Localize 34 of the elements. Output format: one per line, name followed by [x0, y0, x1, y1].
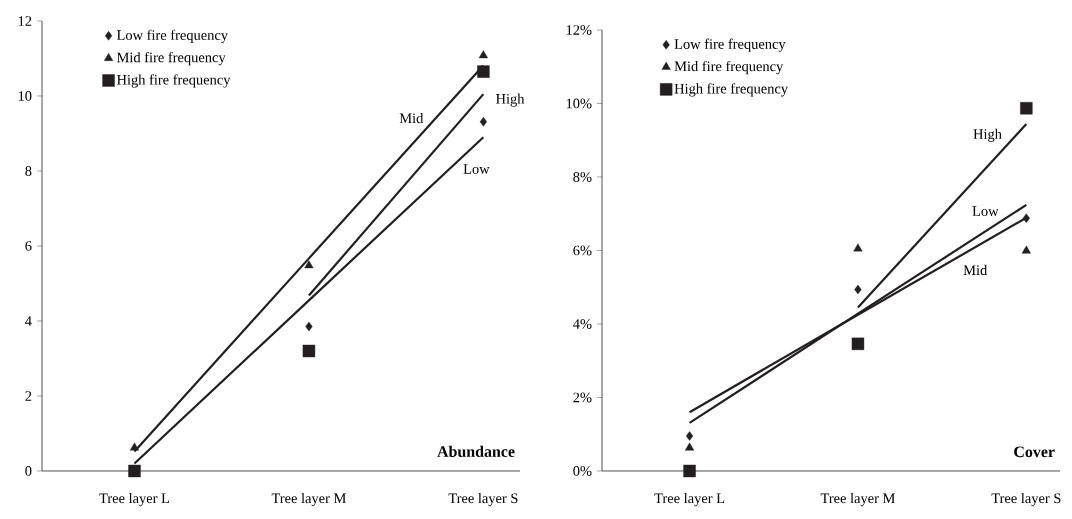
y-tick-label: 8%: [573, 172, 592, 182]
y-tick-label: 0%: [573, 466, 592, 476]
series-label: Mid: [963, 264, 988, 276]
y-tick-label: 6: [25, 241, 32, 251]
legend-label: Low fire frequency: [674, 38, 786, 52]
legend-label: High fire frequency: [116, 74, 231, 88]
series-label: High: [973, 128, 1002, 142]
x-tick-label: Tree layer S: [991, 492, 1061, 507]
y-tick-label: 4: [25, 316, 32, 326]
text: Cover: [1014, 446, 1055, 458]
y-tick-label: 10%: [566, 98, 592, 109]
y-tick-label: 6%: [573, 245, 592, 256]
legend-label: Mid fire frequency: [116, 51, 226, 66]
y-tick-label: 4%: [573, 319, 592, 329]
series-label: Low: [463, 164, 490, 174]
x-tick-label: Tree layer L: [99, 492, 170, 507]
y-tick-label: 12: [18, 16, 32, 26]
y-tick-label: 0: [25, 466, 32, 476]
legend-label: Mid fire frequency: [674, 60, 784, 75]
y-tick-label: 2: [25, 391, 32, 401]
y-tick-label: 10: [18, 91, 32, 101]
y-tick-label: 2%: [573, 392, 592, 403]
series-label: Low: [972, 206, 999, 216]
legend-label: Low fire frequency: [116, 29, 228, 43]
y-tick-label: 8: [25, 166, 32, 176]
x-tick-label: Tree layer M: [271, 492, 346, 507]
series-label: Mid: [399, 112, 424, 124]
x-tick-label: Tree layer M: [820, 492, 895, 507]
text: Abundance: [437, 445, 515, 457]
x-tick-label: Tree layer S: [448, 492, 518, 507]
y-tick-label: 12%: [566, 25, 592, 35]
x-tick-label: Tree layer L: [654, 492, 725, 507]
series-label: High: [496, 93, 525, 107]
legend-label: High fire frequency: [674, 83, 789, 97]
